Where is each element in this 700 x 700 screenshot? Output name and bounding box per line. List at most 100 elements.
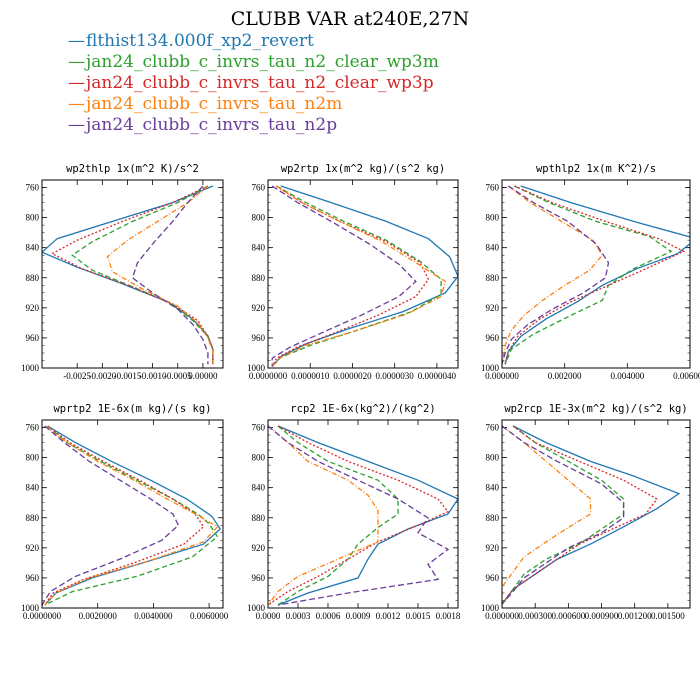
- y-tick-label: 920: [486, 543, 500, 553]
- plot-frame: [267, 179, 459, 369]
- series-line: [271, 185, 442, 367]
- plot-frame: [267, 419, 459, 609]
- series-line: [131, 185, 209, 365]
- legend: —flthist134.000f_xp2_revert —jan24_clubb…: [68, 31, 439, 136]
- x-tick-label: 0.0000040: [418, 371, 457, 381]
- x-tick-label: 0.0000010: [291, 371, 330, 381]
- x-tick-label: 0.000300: [518, 611, 552, 621]
- y-tick-label: 880: [252, 273, 266, 283]
- series-line: [71, 185, 214, 365]
- y-tick-label: 880: [252, 513, 266, 523]
- y-tick-label: 760: [26, 183, 40, 193]
- x-tick-label: 0.0000020: [333, 371, 372, 381]
- legend-line-icon: —: [68, 52, 85, 72]
- panel-title: wpthlp2 1x(m K^2)/s: [536, 163, 656, 175]
- series-line: [502, 425, 625, 605]
- chart-panel: wp2rcp 1E-3x(m^2 kg)/(s^2 kg) 760 800 840 88…: [481, 403, 691, 621]
- panel-title: wp2thlp 1x(m^2 K)/s^2: [66, 163, 199, 175]
- series-line: [502, 425, 625, 605]
- y-tick-label: 760: [486, 183, 500, 193]
- y-tick-label: 1000: [247, 603, 266, 613]
- chart-panel: wpthlp2 1x(m K^2)/s 760 800 840 880 920 960 100…: [481, 163, 700, 381]
- panel-title: rcp2 1E-6x(kg^2)/(kg^2): [290, 403, 435, 415]
- legend-entry: —jan24_clubb_c_invrs_tau_n2_clear_wp3p: [68, 73, 439, 94]
- legend-line-icon: —: [68, 73, 85, 93]
- y-tick-label: 840: [486, 483, 500, 493]
- series-line: [44, 425, 222, 606]
- y-tick-label: 960: [26, 333, 40, 343]
- x-tick-label: 0.0000030: [376, 371, 415, 381]
- y-tick-label: 800: [26, 213, 40, 223]
- y-tick-label: 800: [26, 453, 40, 463]
- series-line: [504, 185, 686, 365]
- chart-panel: wprtp2 1E-6x(m kg)/(s kg) 760 800 840 880 920…: [21, 403, 229, 621]
- x-tick-label: 0.000000: [485, 611, 519, 621]
- x-tick-label: 0.0000000: [249, 371, 288, 381]
- y-tick-label: 760: [252, 423, 266, 433]
- legend-label: jan24_clubb_c_invrs_tau_n2m: [86, 94, 343, 114]
- y-tick-label: 1000: [21, 363, 40, 373]
- x-tick-label: 0.0009: [346, 611, 371, 621]
- y-tick-label: 960: [26, 573, 40, 583]
- x-tick-label: 0.0020000: [79, 611, 118, 621]
- y-tick-label: 960: [486, 333, 500, 343]
- y-tick-label: 880: [486, 513, 500, 523]
- x-tick-label: 0.000900: [585, 611, 619, 621]
- legend-entry: —jan24_clubb_c_invrs_tau_n2p: [68, 115, 439, 136]
- legend-label: jan24_clubb_c_invrs_tau_n2_clear_wp3m: [86, 52, 439, 72]
- series-line: [502, 425, 681, 605]
- y-tick-label: 800: [252, 453, 266, 463]
- plot-frame: [41, 419, 224, 609]
- series-line: [271, 185, 417, 367]
- series-line: [44, 425, 219, 606]
- legend-label: jan24_clubb_c_invrs_tau_n2p: [86, 115, 338, 135]
- panel-title: wp2rtp 1x(m^2 kg)/(s^2 kg): [281, 163, 445, 175]
- x-tick-label: 0.0015: [406, 611, 431, 621]
- series-line: [277, 425, 399, 606]
- chart-panel: wp2thlp 1x(m^2 K)/s^2 760 800 840 880 920 960 1…: [21, 163, 224, 381]
- panel-title: wp2rcp 1E-3x(m^2 kg)/(s^2 kg): [504, 403, 687, 415]
- chart-panel: wp2rtp 1x(m^2 kg)/(s^2 kg) 760 800 840 880 92…: [247, 163, 459, 381]
- y-tick-label: 960: [252, 573, 266, 583]
- y-tick-label: 1000: [247, 363, 266, 373]
- x-tick-label: -0.0015: [114, 371, 142, 381]
- x-tick-label: 0.0040000: [134, 611, 173, 621]
- x-tick-label: 0.001500: [651, 611, 685, 621]
- y-tick-label: 800: [486, 453, 500, 463]
- x-tick-label: 0.0000000: [23, 611, 62, 621]
- series-line: [271, 185, 447, 367]
- y-tick-label: 840: [26, 243, 40, 253]
- legend-entry: —jan24_clubb_c_invrs_tau_n2m: [68, 94, 439, 115]
- plot-frame: [501, 179, 691, 369]
- series-line: [502, 185, 604, 365]
- legend-entry: —flthist134.000f_xp2_revert: [68, 31, 439, 52]
- legend-line-icon: —: [68, 31, 85, 51]
- y-tick-label: 920: [252, 303, 266, 313]
- series-line: [504, 185, 690, 365]
- y-tick-label: 920: [252, 543, 266, 553]
- series-line: [502, 425, 592, 605]
- y-tick-label: 1000: [481, 603, 500, 613]
- series-line: [42, 185, 214, 365]
- x-tick-label: 0.0000: [256, 611, 281, 621]
- y-tick-label: 920: [26, 303, 40, 313]
- x-tick-label: 0.0006: [316, 611, 341, 621]
- y-tick-label: 920: [486, 303, 500, 313]
- y-tick-label: 840: [26, 483, 40, 493]
- series-line: [106, 185, 214, 365]
- y-tick-label: 840: [252, 243, 266, 253]
- x-tick-label: 0.004000: [610, 371, 644, 381]
- y-tick-label: 880: [26, 513, 40, 523]
- y-tick-label: 880: [26, 273, 40, 283]
- legend-line-icon: —: [68, 115, 85, 135]
- series-line: [271, 185, 458, 367]
- x-tick-label: 0.000000: [485, 371, 519, 381]
- y-tick-label: 760: [486, 423, 500, 433]
- y-tick-label: 840: [486, 243, 500, 253]
- figure-title: CLUBB VAR at240E,27N: [230, 8, 470, 30]
- x-tick-label: 0.00000: [188, 371, 218, 381]
- series-line: [271, 185, 430, 367]
- y-tick-label: 840: [252, 483, 266, 493]
- y-tick-label: 1000: [481, 363, 500, 373]
